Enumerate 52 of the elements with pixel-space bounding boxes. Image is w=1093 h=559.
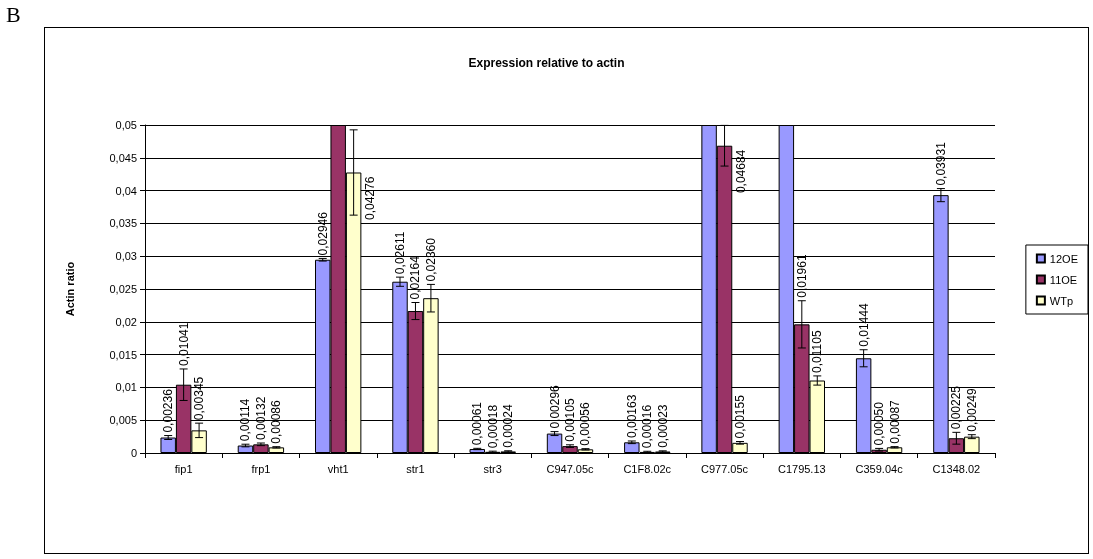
x-tick-label: str1: [406, 462, 425, 475]
y-tick-label: 0,025: [109, 283, 137, 295]
data-label: 0,00114: [238, 398, 253, 442]
legend-label: 11OE: [1049, 273, 1078, 286]
data-label: 0,00056: [578, 401, 593, 446]
data-label: 0,00018: [485, 404, 500, 449]
y-tick-label: 0,015: [109, 348, 137, 361]
data-label: 0,00023: [655, 404, 670, 448]
data-label: 0,00236: [161, 388, 176, 433]
y-tick-label: 0,005: [109, 414, 137, 427]
data-label: 0,00087: [887, 399, 902, 444]
y-tick-label: 0,05: [115, 119, 137, 131]
y-tick-label: 0,04: [115, 184, 137, 197]
text: B: [6, 2, 21, 28]
data-label: 0,00016: [640, 404, 655, 449]
x-tick-label: C1795.13: [777, 462, 826, 475]
data-label: 0,00296: [547, 384, 562, 429]
data-label: 0,02946: [315, 211, 330, 256]
data-label: 0,02164: [408, 255, 423, 300]
data-label: 0,03931: [933, 141, 948, 186]
y-axis-title: Actin ratio: [63, 261, 76, 317]
data-label: 0,01444: [856, 303, 871, 347]
y-tick-label: 0,01: [115, 381, 137, 394]
y-tick-label: 0,03: [115, 250, 137, 263]
y-tick-label: 0,02: [115, 315, 137, 328]
x-tick-label: C947.05c: [546, 462, 595, 475]
data-label: 0,00345: [192, 376, 207, 421]
data-label: 0,00086: [269, 400, 284, 444]
data-label: 0,02611: [393, 231, 407, 275]
data-label: 0,00225: [949, 385, 964, 430]
x-tick-label: fip1: [174, 462, 193, 475]
x-tick-label: str3: [483, 462, 502, 475]
y-tick-label: 0: [130, 447, 137, 459]
x-tick-label: C1F8.02c: [623, 462, 672, 475]
data-label: 0,01961: [794, 254, 809, 298]
y-tick-label: 0,035: [109, 217, 137, 230]
x-tick-label: C1348.02: [932, 462, 981, 475]
x-tick-label: C359.04c: [855, 462, 904, 475]
legend-label: 12OE: [1049, 252, 1079, 265]
x-tick-label: vht1: [327, 462, 349, 475]
data-label: 0,01105: [810, 330, 825, 373]
x-tick-label: frp1: [251, 462, 271, 475]
x-tick-label: C977.05c: [701, 462, 749, 475]
data-label: 0,00105: [563, 398, 577, 442]
legend-label: WTp: [1049, 294, 1074, 307]
y-tick-label: 0,045: [109, 151, 137, 164]
chart-title: Expression relative to actin: [468, 56, 625, 70]
data-label: 0,00132: [253, 396, 268, 441]
data-label: 0,02360: [423, 237, 438, 282]
data-label: 0,00163: [624, 394, 639, 438]
data-label: 0,00024: [501, 404, 516, 448]
data-label: 0,04276: [362, 176, 377, 220]
